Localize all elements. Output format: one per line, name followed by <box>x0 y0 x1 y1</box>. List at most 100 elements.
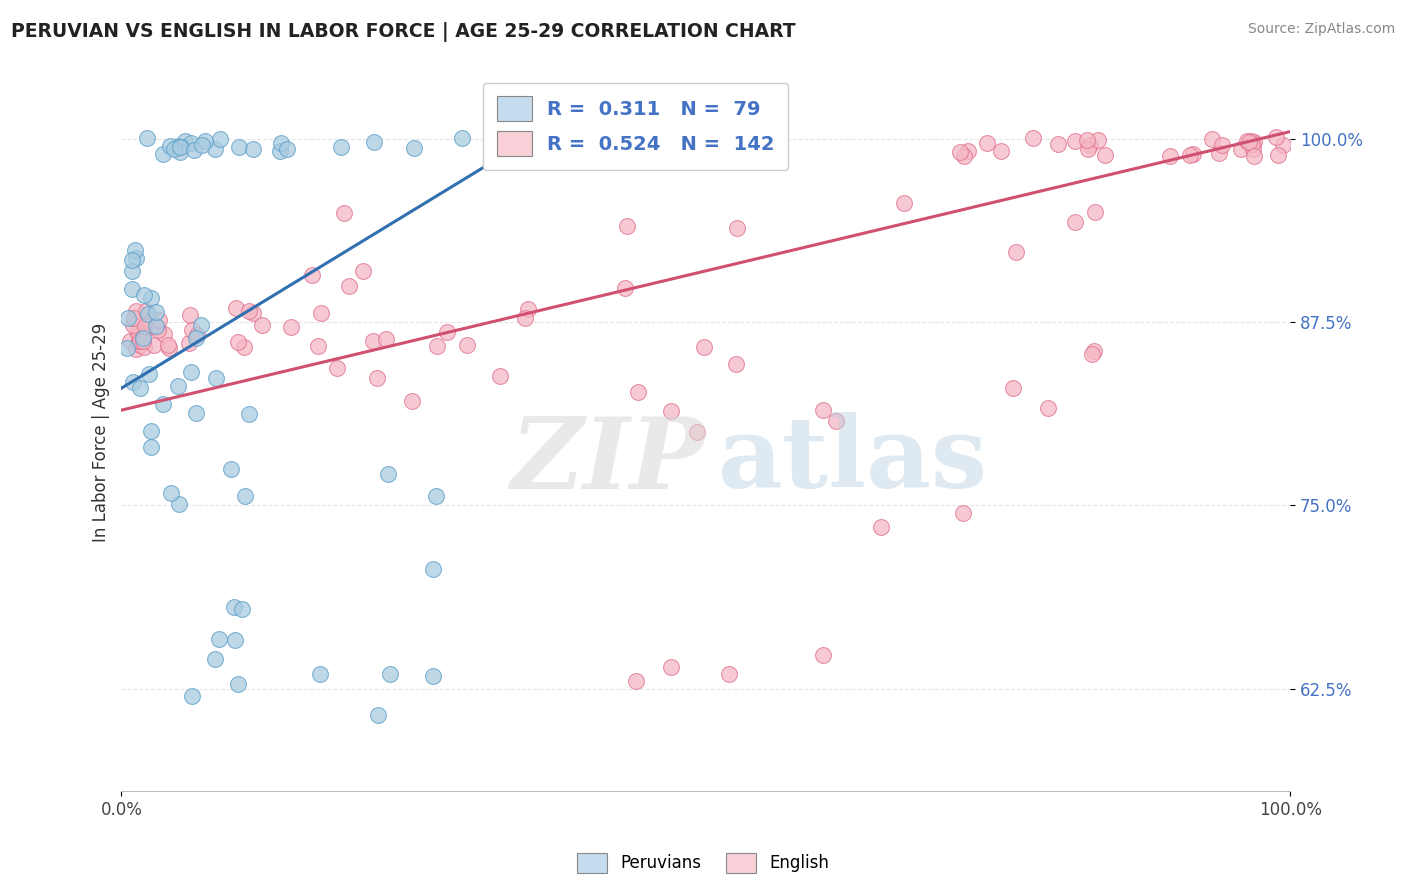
Point <box>186 331 208 345</box>
Point <box>624 674 647 689</box>
Point <box>1264 130 1286 145</box>
Point <box>160 486 183 500</box>
Point <box>517 302 540 317</box>
Point <box>1084 205 1107 219</box>
Point <box>141 320 163 334</box>
Point <box>238 407 260 421</box>
Point <box>129 334 152 348</box>
Point <box>1094 148 1116 162</box>
Point <box>121 318 143 332</box>
Point <box>132 331 155 345</box>
Point <box>242 142 264 156</box>
Point <box>169 140 191 154</box>
Y-axis label: In Labor Force | Age 25-29: In Labor Force | Age 25-29 <box>93 323 110 541</box>
Point <box>159 139 181 153</box>
Point <box>1076 133 1098 147</box>
Text: ZIP: ZIP <box>510 413 706 509</box>
Point <box>177 336 200 351</box>
Point <box>1064 215 1087 229</box>
Point <box>125 324 148 338</box>
Point <box>190 318 212 332</box>
Point <box>124 244 146 258</box>
Point <box>1159 149 1181 163</box>
Point <box>169 145 191 160</box>
Point <box>231 602 253 616</box>
Point <box>1240 136 1263 151</box>
Point <box>208 132 231 146</box>
Point <box>204 652 226 666</box>
Point <box>990 145 1012 159</box>
Point <box>117 311 139 326</box>
Point <box>125 342 148 356</box>
Point <box>725 221 748 235</box>
Point <box>224 633 246 648</box>
Point <box>269 144 291 158</box>
Point <box>228 140 250 154</box>
Point <box>204 142 226 156</box>
Point <box>425 489 447 503</box>
Point <box>956 144 979 158</box>
Point <box>167 138 190 153</box>
Point <box>138 367 160 381</box>
Point <box>225 301 247 316</box>
Point <box>811 648 834 662</box>
Point <box>436 325 458 339</box>
Point <box>121 264 143 278</box>
Point <box>695 145 717 160</box>
Point <box>366 370 388 384</box>
Point <box>309 667 332 681</box>
Point <box>167 379 190 393</box>
Point <box>337 278 360 293</box>
Point <box>167 497 190 511</box>
Point <box>134 340 156 354</box>
Point <box>128 327 150 342</box>
Point <box>139 314 162 328</box>
Point <box>949 145 972 159</box>
Point <box>221 462 243 476</box>
Point <box>141 424 163 438</box>
Point <box>1083 343 1105 358</box>
Point <box>380 667 402 681</box>
Point <box>1181 146 1204 161</box>
Point <box>1022 131 1045 145</box>
Point <box>157 341 180 355</box>
Point <box>1208 146 1230 161</box>
Point <box>824 414 846 428</box>
Point <box>686 425 709 439</box>
Point <box>325 361 347 376</box>
Point <box>374 332 396 346</box>
Point <box>422 668 444 682</box>
Point <box>513 311 536 326</box>
Point <box>627 384 650 399</box>
Point <box>692 340 714 354</box>
Point <box>145 305 167 319</box>
Point <box>250 318 273 333</box>
Point <box>152 396 174 410</box>
Point <box>422 562 444 576</box>
Point <box>124 310 146 325</box>
Point <box>122 375 145 389</box>
Point <box>976 136 998 150</box>
Point <box>148 313 170 327</box>
Point <box>1064 134 1087 148</box>
Point <box>222 600 245 615</box>
Point <box>180 136 202 150</box>
Point <box>134 319 156 334</box>
Point <box>120 334 142 348</box>
Point <box>1046 136 1069 151</box>
Point <box>121 252 143 267</box>
Point <box>352 264 374 278</box>
Point <box>1036 401 1059 415</box>
Point <box>174 134 197 148</box>
Point <box>1087 132 1109 146</box>
Point <box>143 338 166 352</box>
Point <box>146 320 169 334</box>
Point <box>190 137 212 152</box>
Point <box>870 520 893 534</box>
Point <box>456 338 478 352</box>
Text: Source: ZipAtlas.com: Source: ZipAtlas.com <box>1247 22 1395 37</box>
Point <box>153 326 176 341</box>
Point <box>141 291 163 305</box>
Point <box>1001 381 1024 395</box>
Point <box>718 667 741 681</box>
